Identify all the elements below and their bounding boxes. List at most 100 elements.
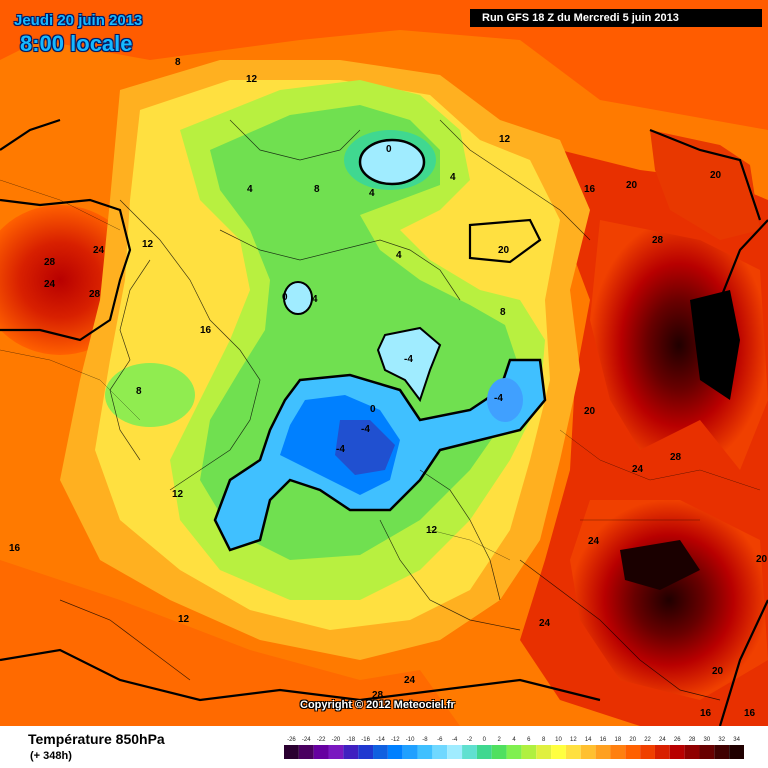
contour-label: -4 [336, 444, 345, 455]
contour-label: 0 [370, 404, 376, 415]
hot-core-1 [690, 290, 740, 400]
east-hot-cell-north [590, 220, 768, 470]
scale-swatch [625, 745, 641, 759]
contour-label: 20 [756, 554, 768, 565]
contour-label: 4 [312, 294, 318, 305]
scale-swatch [729, 745, 744, 759]
scale-tick-label: -14 [376, 737, 385, 743]
scale-swatch [565, 745, 581, 759]
contour-labels: 8 12 0 4 4 4 12 16 20 20 20 24 28 24 28 … [9, 57, 768, 719]
scale-swatch [298, 745, 314, 759]
cold-core-deep [335, 420, 395, 475]
contour-label: -4 [404, 354, 413, 365]
south-band [0, 560, 460, 726]
legend-footer: Température 850hPa (+ 348h) -26 -24 -22 -20… [0, 726, 768, 768]
scale-swatch [343, 745, 359, 759]
color-scale: -26 -24 -22 -20 -18 -16 -14 -12 -10 -8 -6 -4 -2 0 2 4 6 8… [284, 737, 744, 759]
scale-swatch [284, 745, 299, 759]
scale-tick-label: 14 [585, 737, 592, 743]
contour-label: 8 [175, 57, 181, 68]
scale-swatch [402, 745, 418, 759]
scale-tick-label: 20 [629, 737, 636, 743]
scale-swatch [640, 745, 655, 759]
scale-swatch [387, 745, 403, 759]
scale-tick-label: 16 [600, 737, 607, 743]
scale-swatch [447, 745, 463, 759]
coastlines [59, 119, 721, 701]
contour-label: 0 [386, 144, 392, 155]
small-cold-loop [284, 282, 312, 314]
scale-tick-label: 26 [674, 737, 681, 743]
contour-label: 28 [372, 690, 384, 701]
scale-tick-label: 28 [689, 737, 696, 743]
contour-label: 12 [178, 614, 190, 625]
isotherm-20 [0, 118, 768, 726]
run-banner: Run GFS 18 Z du Mercredi 5 juin 2013 [470, 9, 762, 27]
scale-swatch [580, 745, 596, 759]
contour-label: 12 [426, 525, 438, 536]
contour-label: 16 [200, 325, 212, 336]
contour-label: 24 [632, 464, 644, 475]
west-green-cell [105, 363, 195, 427]
contour-label: 28 [44, 257, 56, 268]
lead-time: (+ 348h) [30, 750, 72, 762]
scale-tick-label: -8 [422, 737, 428, 743]
scale-swatch [699, 745, 715, 759]
contour-label: 24 [539, 618, 551, 629]
scale-swatch [432, 745, 448, 759]
variable-name: Température 850hPa [28, 731, 165, 747]
east-cold-cell [487, 378, 523, 422]
contour-label: 20 [626, 180, 638, 191]
contour-label: 24 [588, 536, 600, 547]
scale-tick-label: 24 [659, 737, 666, 743]
contour-label: 24 [404, 675, 416, 686]
contour-label: 20 [584, 406, 596, 417]
minus4-loop [378, 328, 440, 400]
scale-tick-label: 10 [555, 737, 562, 743]
scale-swatch [714, 745, 730, 759]
scale-swatch [462, 745, 477, 759]
contour-label: 4 [247, 184, 253, 195]
scale-tick-label: 18 [615, 737, 622, 743]
contour-label: 20 [498, 245, 510, 256]
contour-label: 12 [172, 489, 184, 500]
scale-swatch [669, 745, 685, 759]
scale-swatch [491, 745, 507, 759]
scale-tick-label: 34 [733, 737, 740, 743]
scale-tick-label: -16 [361, 737, 370, 743]
scale-tick-label: 30 [704, 737, 711, 743]
contour-label: 20 [712, 666, 724, 677]
scale-swatch [521, 745, 537, 759]
north-cold-cell [360, 140, 424, 184]
contour-label: -4 [361, 424, 370, 435]
hot-core-2 [620, 540, 700, 590]
scale-tick-label: -4 [452, 737, 458, 743]
borders [0, 179, 761, 561]
scale-tick-label: -10 [406, 737, 415, 743]
scale-tick-label: 0 [483, 737, 487, 743]
east-hot-cell-south [570, 500, 768, 700]
scale-swatches [284, 745, 744, 759]
contour-label: 24 [44, 279, 56, 290]
scale-tick-label: -24 [302, 737, 311, 743]
scale-tick-label: -22 [317, 737, 326, 743]
scale-swatch [313, 745, 329, 759]
contour-label: 20 [710, 170, 722, 181]
contour-label: 12 [499, 134, 511, 145]
scale-swatch [551, 745, 566, 759]
contour-label: 16 [584, 184, 596, 195]
scale-tick-label: 4 [512, 737, 516, 743]
contour-label: 0 [282, 292, 288, 303]
contour-label: 4 [450, 172, 456, 183]
contour-label: 16 [9, 543, 21, 554]
scale-tick-label: 6 [527, 737, 531, 743]
scale-swatch [610, 745, 626, 759]
scale-tick-label: 2 [497, 737, 501, 743]
contour-label: 28 [670, 452, 682, 463]
scale-tick-label: 22 [644, 737, 651, 743]
scale-tick-label: -26 [287, 737, 296, 743]
scale-swatch [595, 745, 611, 759]
north-band [0, 0, 768, 130]
contour-label: 24 [93, 245, 105, 256]
